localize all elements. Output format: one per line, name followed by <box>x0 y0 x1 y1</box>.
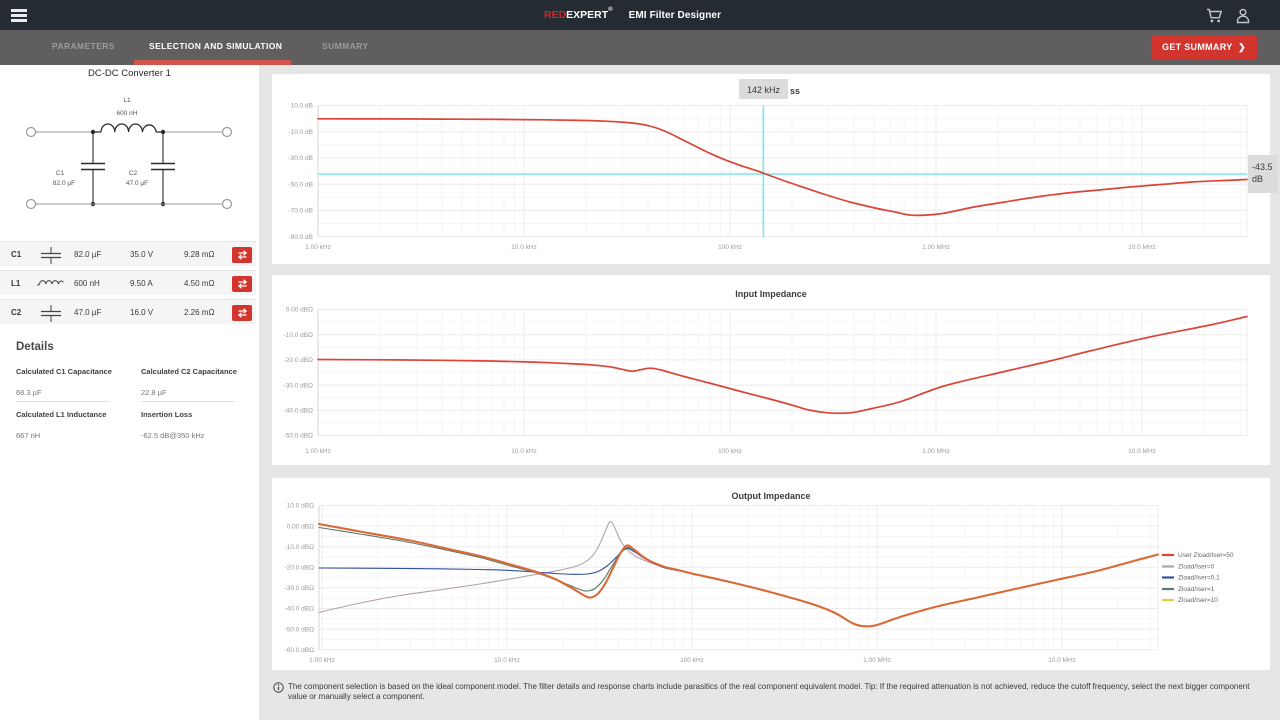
svg-text:-40.0 dBΩ: -40.0 dBΩ <box>284 408 314 415</box>
svg-text:0.00 dBΩ: 0.00 dBΩ <box>287 523 314 530</box>
svg-text:-50.0 dBΩ: -50.0 dBΩ <box>285 626 315 633</box>
svg-text:100 kHz: 100 kHz <box>718 244 742 251</box>
svg-text:-20.0 dBΩ: -20.0 dBΩ <box>284 357 314 364</box>
svg-text:142 kHz: 142 kHz <box>747 85 781 95</box>
svg-text:10.0 kHz: 10.0 kHz <box>511 244 537 251</box>
svg-text:-70.0 dB: -70.0 dB <box>288 208 313 215</box>
svg-text:10.0 MHz: 10.0 MHz <box>1128 244 1156 251</box>
svg-text:100 kHz: 100 kHz <box>680 657 704 664</box>
svg-text:10.0 MHz: 10.0 MHz <box>1048 657 1076 664</box>
svg-text:C2: C2 <box>129 170 138 177</box>
svg-text:ss: ss <box>790 86 800 96</box>
svg-text:Output Impedance: Output Impedance <box>731 491 810 501</box>
svg-text:-20.0 dBΩ: -20.0 dBΩ <box>285 565 315 572</box>
svg-text:User Zload/Iser=50: User Zload/Iser=50 <box>1178 552 1234 559</box>
svg-text:10.0 dBΩ: 10.0 dBΩ <box>287 503 314 510</box>
svg-text:-50.0 dBΩ: -50.0 dBΩ <box>284 433 314 440</box>
svg-text:-40.0 dBΩ: -40.0 dBΩ <box>285 606 315 613</box>
svg-text:10.0 kHz: 10.0 kHz <box>494 657 520 664</box>
svg-text:1.00 kHz: 1.00 kHz <box>305 244 331 251</box>
svg-text:600 nH: 600 nH <box>117 110 138 117</box>
svg-text:1.00 kHz: 1.00 kHz <box>309 657 335 664</box>
svg-text:0.00 dBΩ: 0.00 dBΩ <box>286 307 313 314</box>
svg-text:1.00 MHz: 1.00 MHz <box>863 657 891 664</box>
svg-text:-90.0 dB: -90.0 dB <box>288 234 313 241</box>
svg-text:L1: L1 <box>123 97 131 104</box>
svg-text:100 kHz: 100 kHz <box>718 448 742 455</box>
svg-text:-30.0 dBΩ: -30.0 dBΩ <box>284 382 314 389</box>
svg-text:Zload/Iser=0.1: Zload/Iser=0.1 <box>1178 575 1220 582</box>
svg-text:-10.0 dB: -10.0 dB <box>288 129 313 136</box>
svg-text:10.0 dB: 10.0 dB <box>291 103 313 110</box>
svg-text:47.0 µF: 47.0 µF <box>126 180 148 187</box>
svg-text:1.00 MHz: 1.00 MHz <box>922 244 950 251</box>
svg-text:C1: C1 <box>56 170 65 177</box>
svg-text:Zload/Iser=10: Zload/Iser=10 <box>1178 597 1218 604</box>
svg-text:1.00 MHz: 1.00 MHz <box>922 448 950 455</box>
svg-text:-50.0 dB: -50.0 dB <box>288 181 313 188</box>
svg-text:-10.0 dBΩ: -10.0 dBΩ <box>285 544 315 551</box>
svg-text:10.0 MHz: 10.0 MHz <box>1128 448 1156 455</box>
svg-text:Input Impedance: Input Impedance <box>735 289 807 299</box>
svg-text:Zload/Iser=1: Zload/Iser=1 <box>1178 586 1215 593</box>
svg-text:Zload/Iser=0: Zload/Iser=0 <box>1178 564 1215 571</box>
svg-text:-60.0 dBΩ: -60.0 dBΩ <box>285 647 315 654</box>
svg-text:-10.0 dBΩ: -10.0 dBΩ <box>284 332 314 339</box>
svg-text:82.0 µF: 82.0 µF <box>53 180 75 187</box>
svg-text:-30.0 dBΩ: -30.0 dBΩ <box>285 585 315 592</box>
svg-text:-30.0 dB: -30.0 dB <box>288 155 313 162</box>
svg-text:1.00 kHz: 1.00 kHz <box>305 448 331 455</box>
svg-text:10.0 kHz: 10.0 kHz <box>511 448 537 455</box>
